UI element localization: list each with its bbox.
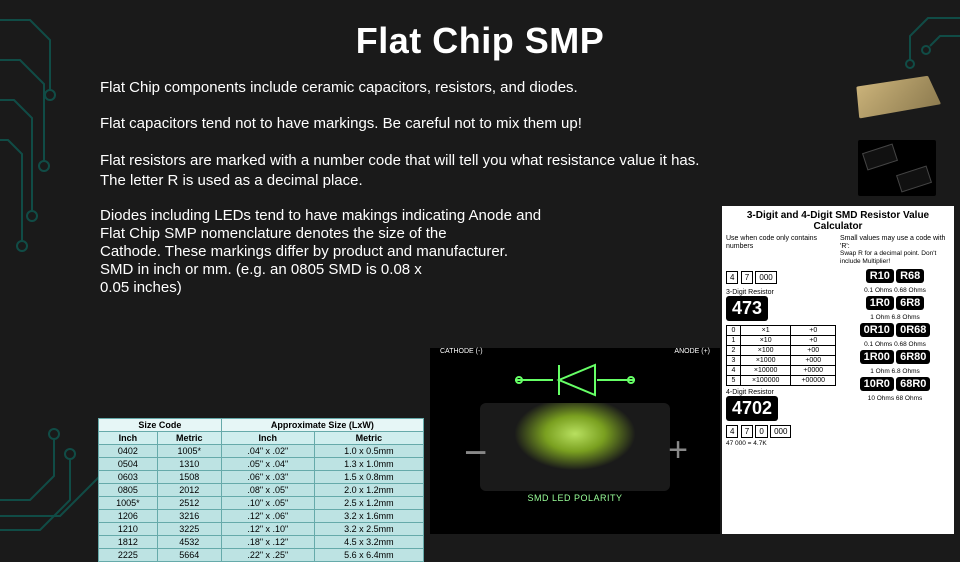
circuit-deco-tr xyxy=(870,0,960,70)
table-row: 08052012.08" x .05"2.0 x 1.2mm xyxy=(99,484,424,497)
anode-label: ANODE (+) xyxy=(674,348,710,355)
capacitor-photo xyxy=(856,76,941,119)
table-row: 04021005*.04" x .02"1.0 x 0.5mm xyxy=(99,445,424,458)
calc-hint-right: Small values may use a code with 'R': Sw… xyxy=(840,235,950,266)
resistor-photo xyxy=(858,140,936,196)
chip-473: 473 xyxy=(726,296,768,321)
table-row: 05041310.05" x .04"1.3 x 1.0mm xyxy=(99,458,424,471)
diode-footer: SMD LED POLARITY xyxy=(430,493,720,503)
overlapping-text: Diodes including LEDs tend to have makin… xyxy=(100,207,700,297)
calc-left-col: 4 7 000 3-Digit Resistor 473 0×1+01×10+0… xyxy=(726,269,836,447)
circuit-deco-tl xyxy=(0,0,90,260)
table-row: 18124532.18" x .12"4.5 x 3.2mm xyxy=(99,536,424,549)
minus-icon: − xyxy=(464,431,487,476)
diode-symbol xyxy=(515,359,635,401)
calc-hint-left: Use when code only contains numbers xyxy=(726,235,836,266)
led-photo: − + xyxy=(480,403,670,491)
calc-right-col: R10 R68 0.1 Ohms 0.68 Ohms 1R0 6R8 1 Ohm… xyxy=(840,269,950,447)
calc-title: 3-Digit and 4-Digit SMD Resistor Value C… xyxy=(726,210,950,232)
smd-calculator-panel: 3-Digit and 4-Digit SMD Resistor Value C… xyxy=(722,206,954,534)
table-row: 1005*2512.10" x .05"2.5 x 1.2mm xyxy=(99,497,424,510)
table-row: 06031508.06" x .03"1.5 x 0.8mm xyxy=(99,471,424,484)
slide-title: Flat Chip SMP xyxy=(0,0,960,62)
table-row: 22255664.22" x .25"5.6 x 6.4mm xyxy=(99,549,424,562)
para-capacitors: Flat capacitors tend not to have marking… xyxy=(100,114,700,134)
multiplier-table: 0×1+01×10+02×100+003×1000+0004×10000+000… xyxy=(726,325,836,386)
chip-4702: 4702 xyxy=(726,396,778,421)
para-components: Flat Chip components include ceramic cap… xyxy=(100,78,700,98)
para-resistors: Flat resistors are marked with a number … xyxy=(100,151,700,192)
plus-icon: + xyxy=(668,431,688,470)
diode-diagram: CATHODE (-) ANODE (+) − + SMD LED POLARI… xyxy=(430,348,720,534)
cathode-label: CATHODE (-) xyxy=(440,348,483,355)
size-code-table: Size CodeApproximate Size (LxW) Inch Met… xyxy=(98,418,424,562)
table-row: 12063216.12" x .06"3.2 x 1.6mm xyxy=(99,510,424,523)
body-text: Flat Chip components include ceramic cap… xyxy=(100,78,700,297)
table-row: 12103225.12" x .10"3.2 x 2.5mm xyxy=(99,523,424,536)
